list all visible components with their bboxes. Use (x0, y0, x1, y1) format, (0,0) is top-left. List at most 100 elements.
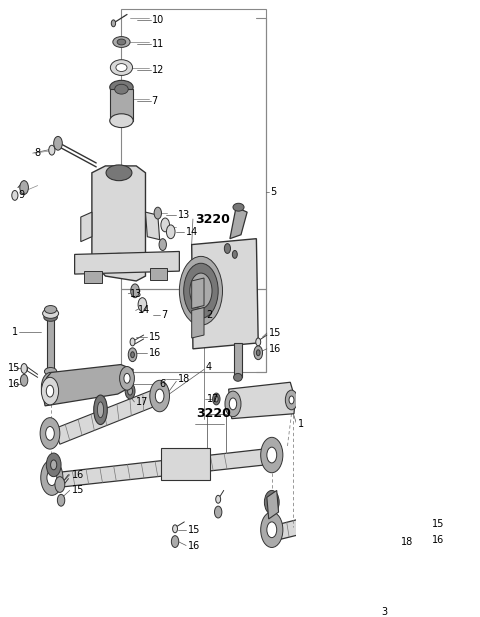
Bar (121, 289, 265, 373)
Text: 14: 14 (137, 305, 150, 315)
Circle shape (264, 491, 279, 514)
Circle shape (130, 338, 135, 346)
Text: 18: 18 (401, 537, 413, 547)
Bar (47, 317, 54, 371)
Text: 1: 1 (12, 327, 18, 337)
Circle shape (20, 181, 28, 194)
Circle shape (21, 375, 28, 386)
Polygon shape (230, 207, 247, 239)
Text: 17: 17 (207, 394, 219, 404)
Bar (150, 268, 167, 280)
Circle shape (156, 389, 164, 403)
Text: 16: 16 (149, 348, 161, 358)
Circle shape (180, 257, 223, 325)
Text: 9: 9 (18, 191, 24, 201)
Circle shape (138, 297, 147, 312)
Text: 15: 15 (72, 486, 84, 495)
Text: 15: 15 (8, 363, 21, 373)
Circle shape (46, 453, 61, 477)
Polygon shape (92, 166, 145, 281)
Text: 3220: 3220 (197, 407, 231, 420)
Circle shape (261, 437, 283, 473)
Ellipse shape (233, 203, 244, 211)
Polygon shape (192, 278, 204, 308)
Ellipse shape (106, 165, 132, 181)
Circle shape (131, 284, 139, 297)
Circle shape (41, 378, 59, 405)
Circle shape (285, 390, 298, 410)
Circle shape (167, 225, 175, 239)
Circle shape (215, 396, 218, 402)
Text: 15: 15 (149, 332, 161, 342)
Circle shape (261, 512, 283, 547)
Circle shape (289, 396, 294, 404)
Text: 10: 10 (152, 15, 164, 25)
Circle shape (224, 244, 230, 254)
Text: 11: 11 (152, 39, 164, 49)
Circle shape (54, 136, 62, 150)
Circle shape (41, 460, 63, 495)
Circle shape (55, 477, 65, 492)
Ellipse shape (115, 85, 128, 94)
Ellipse shape (110, 114, 133, 128)
Circle shape (171, 536, 179, 547)
Ellipse shape (116, 64, 127, 72)
Circle shape (256, 338, 261, 346)
Polygon shape (267, 491, 278, 519)
Polygon shape (81, 212, 92, 242)
Ellipse shape (94, 395, 108, 424)
Circle shape (49, 145, 55, 155)
Text: 18: 18 (178, 375, 191, 384)
Polygon shape (55, 448, 275, 487)
Text: 5: 5 (271, 188, 277, 197)
Ellipse shape (110, 80, 133, 94)
Circle shape (124, 373, 130, 383)
Bar (84, 271, 102, 283)
Circle shape (229, 398, 237, 410)
Polygon shape (74, 252, 180, 274)
Circle shape (58, 494, 65, 506)
Bar (110, 89, 133, 121)
Text: 14: 14 (186, 227, 198, 237)
Circle shape (267, 447, 276, 463)
Circle shape (46, 385, 54, 397)
Polygon shape (192, 239, 258, 349)
Circle shape (173, 525, 178, 532)
Text: 16: 16 (432, 534, 444, 545)
Circle shape (232, 251, 237, 259)
Circle shape (215, 506, 222, 518)
Circle shape (154, 207, 161, 219)
Bar (410, 506, 418, 544)
Circle shape (21, 363, 27, 373)
Circle shape (12, 191, 18, 201)
Text: 3: 3 (382, 607, 387, 617)
Circle shape (422, 520, 427, 528)
Circle shape (213, 393, 220, 405)
Text: 15: 15 (188, 525, 200, 535)
Circle shape (120, 366, 134, 390)
Circle shape (190, 273, 212, 308)
Polygon shape (228, 383, 295, 419)
Text: 17: 17 (136, 397, 149, 407)
Text: 6: 6 (160, 379, 166, 389)
Circle shape (161, 218, 169, 232)
Ellipse shape (45, 368, 57, 375)
Text: 8: 8 (35, 148, 41, 158)
Circle shape (256, 350, 260, 356)
Circle shape (411, 500, 419, 512)
Bar (161, 448, 210, 479)
Circle shape (421, 531, 428, 542)
Ellipse shape (113, 36, 130, 48)
Ellipse shape (45, 305, 57, 313)
Ellipse shape (97, 402, 104, 418)
Polygon shape (276, 499, 379, 540)
Ellipse shape (110, 60, 132, 75)
Ellipse shape (117, 39, 126, 45)
Circle shape (125, 383, 135, 399)
Polygon shape (43, 365, 133, 406)
Circle shape (267, 522, 276, 537)
Circle shape (373, 499, 383, 514)
Circle shape (47, 470, 57, 486)
Circle shape (111, 20, 116, 27)
Text: 16: 16 (188, 540, 200, 550)
